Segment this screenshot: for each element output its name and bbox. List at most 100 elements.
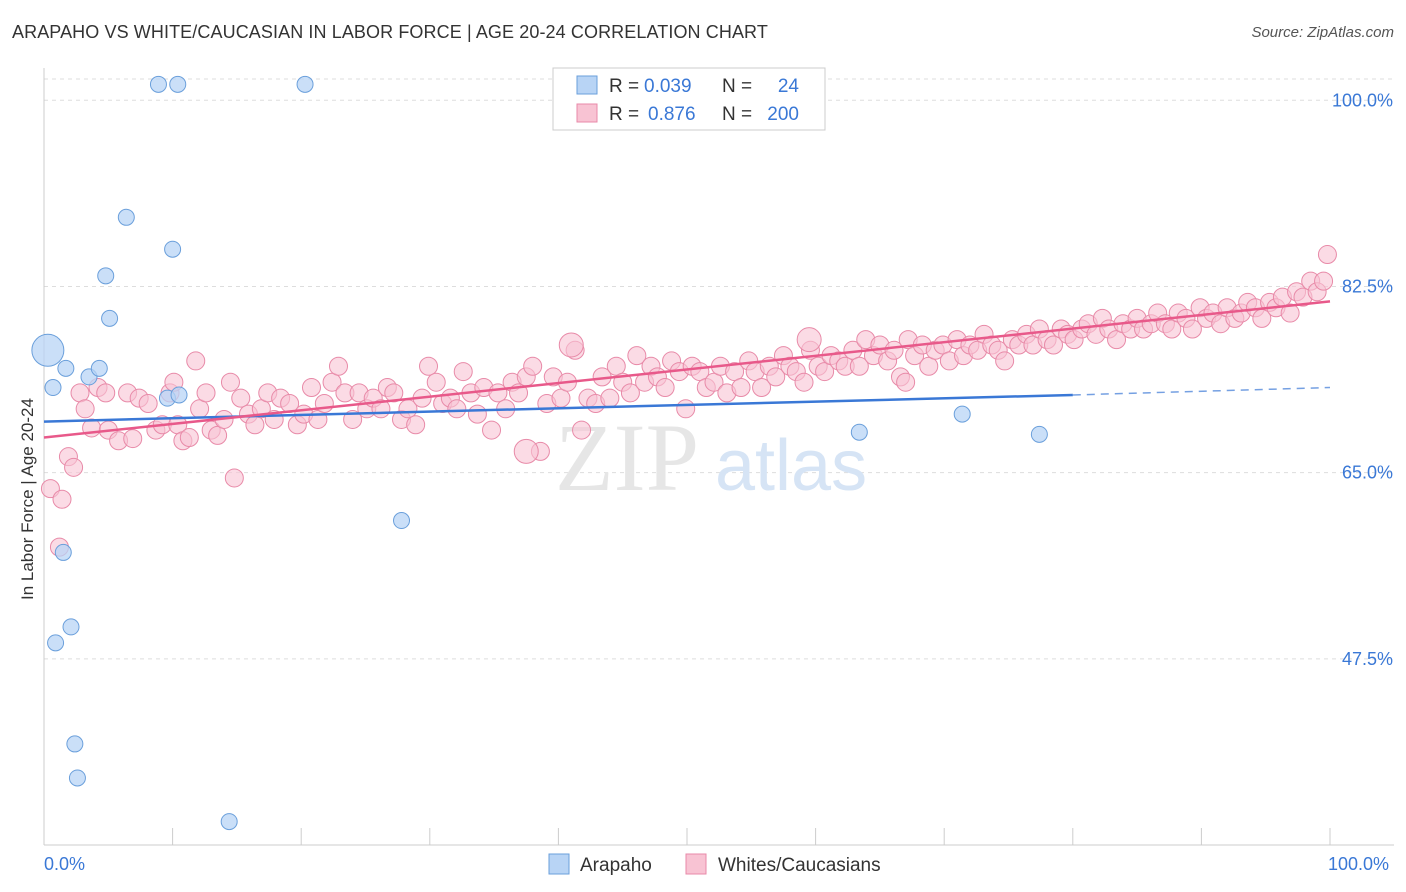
white-point-large [796,327,822,353]
arapaho-point [149,75,167,93]
arapaho-point [57,359,75,377]
arapaho-point [101,309,119,327]
white-point [551,388,571,408]
white-point [482,420,502,440]
arapaho-trend-extension [1072,386,1331,396]
legend-r-value-1: 0.039 [644,76,692,97]
white-point [655,378,675,398]
white-point [1280,303,1300,323]
white-point [627,346,647,366]
white-point [752,378,772,398]
arapaho-point [850,423,868,441]
axes [43,68,1394,846]
arapaho-point [169,75,187,93]
arapaho-point [68,769,86,787]
white-point [600,388,620,408]
bottom-legend-white: Whites/Caucasians [718,855,881,876]
white-point [138,393,158,413]
white-point-large [513,438,539,464]
legend-n-value-1: 24 [778,76,800,97]
arapaho-point [117,208,135,226]
trend-lines [43,300,1331,439]
white-point [314,393,334,413]
x-tick-labels: 0.0% 100.0% [44,854,1389,874]
bottom-legend-arapaho: Arapaho [580,855,652,876]
arapaho-point [296,75,314,93]
legend-swatch-arapaho [576,75,598,95]
white-point [447,399,467,419]
white-point [1314,271,1334,291]
white-point [995,351,1015,371]
legend-n-label-1: N = [722,76,752,97]
white-point [220,372,240,392]
white-point [419,356,439,376]
watermark: ZIP atlas [555,404,867,511]
white-point [453,362,473,382]
y-tick-label: 47.5% [1342,649,1393,669]
white-point [70,383,90,403]
white-point [224,468,244,488]
white-point [190,399,210,419]
white-point [572,420,592,440]
arapaho-point [31,333,65,367]
source-label: Source: ZipAtlas.com [1251,24,1394,41]
white-point [123,429,143,449]
white-point [1317,245,1337,265]
white-point [896,372,916,392]
white-point [523,356,543,376]
legend-box: R = 0.039 N = 24 R = 0.876 N = 200 [552,67,826,131]
arapaho-point [62,618,80,636]
bottom-legend: Arapaho Whites/Caucasians [548,853,881,876]
white-point [328,356,348,376]
bottom-legend-swatch-arapaho [548,853,570,875]
white-point [426,372,446,392]
white-point [75,399,95,419]
white-point [467,404,487,424]
arapaho-point [54,543,72,561]
arapaho-point [953,405,971,423]
arapaho-point [393,512,411,530]
white-point [96,383,116,403]
white-point [794,372,814,392]
white-point [919,356,939,376]
white-point [196,383,216,403]
arapaho-point [220,813,238,831]
arapaho-point [66,735,84,753]
y-tick-label: 100.0% [1332,90,1393,110]
white-point [766,367,786,387]
white-point [52,489,72,509]
white-point [384,383,404,403]
legend-n-value-2: 200 [767,104,799,125]
white-point [245,415,265,435]
chart-title: ARAPAHO VS WHITE/CAUCASIAN IN LABOR FORC… [12,22,768,42]
arapaho-point [1030,425,1048,443]
bottom-legend-swatch-white [685,853,707,875]
x-tick-label-max: 100.0% [1328,854,1389,874]
white-point [606,356,626,376]
arapaho-point [44,379,62,397]
white-point [64,457,84,477]
white-point [1182,319,1202,339]
white-point [186,351,206,371]
arapaho-point [90,359,108,377]
white-point [620,383,640,403]
arapaho-point [170,386,188,404]
watermark-zip: ZIP [555,404,699,511]
white-point [208,425,228,445]
white-point [301,378,321,398]
legend-swatch-white [576,103,598,123]
legend-n-label-2: N = [722,104,752,125]
y-tick-label: 82.5% [1342,276,1393,296]
legend-r-label-2: R = [609,104,639,125]
white-point [676,399,696,419]
watermark-atlas: atlas [715,426,867,506]
legend-r-label-1: R = [609,76,639,97]
white-trend-line [43,300,1331,439]
y-tick-label: 65.0% [1342,463,1393,483]
white-point-large [558,332,584,358]
white-point [179,428,199,448]
white-point [731,378,751,398]
x-tick-label-min: 0.0% [44,854,85,874]
arapaho-point [97,267,115,285]
